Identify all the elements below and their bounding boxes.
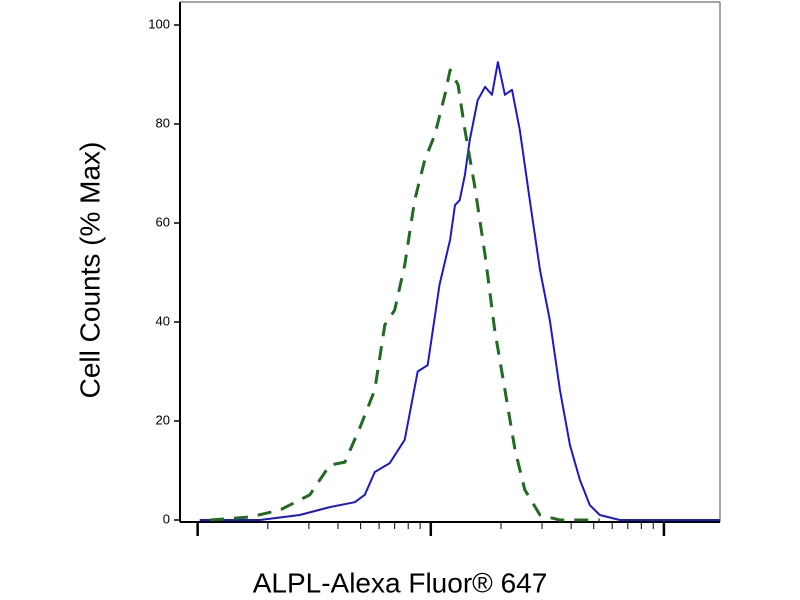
x-axis-label: ALPL-Alexa Fluor® 647 — [253, 567, 548, 598]
histogram-line — [209, 68, 600, 522]
histogram-line — [199, 61, 720, 521]
y-tick-label: 0 — [163, 511, 170, 526]
y-tick-label: 60 — [156, 214, 170, 229]
y-tick-label: 20 — [156, 412, 170, 427]
y-tick-label: 80 — [156, 115, 170, 130]
y-tick-label: 40 — [156, 313, 170, 328]
y-axis-label: Cell Counts (% Max) — [74, 142, 105, 399]
y-tick-label: 100 — [148, 16, 170, 31]
